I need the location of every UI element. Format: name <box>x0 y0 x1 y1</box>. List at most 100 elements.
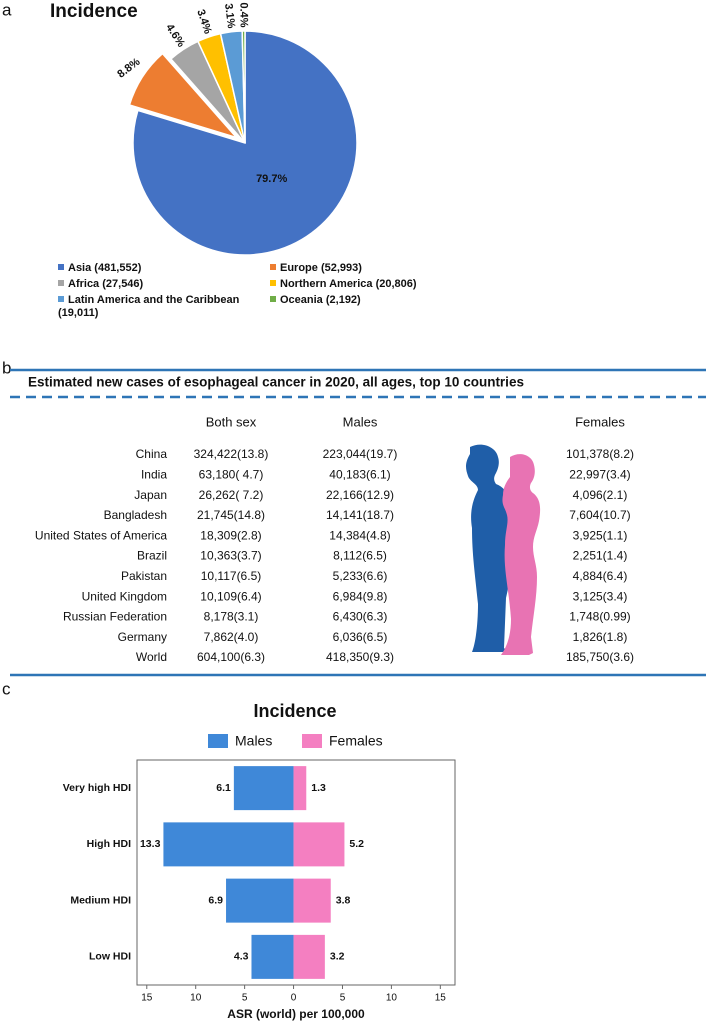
legend-entry: Oceania (2,192) <box>270 294 500 307</box>
slice-label: 8.8% <box>115 56 142 81</box>
cell: 6,430(6.3) <box>333 610 388 624</box>
plot-frame <box>136 759 456 986</box>
row-label: Germany <box>118 630 167 644</box>
row-label: World <box>136 650 167 664</box>
row-label: United Kingdom <box>82 589 167 603</box>
bar <box>293 934 325 979</box>
x-tick-label: 15 <box>141 993 153 1004</box>
cell: 6,036(6.5) <box>333 630 388 644</box>
bar <box>293 878 331 923</box>
legend-label: Africa (27,546) <box>68 278 144 290</box>
legend-entry: Northern America (20,806) <box>270 278 500 291</box>
value-label: 3.2 <box>330 951 345 963</box>
legend-swatch <box>58 296 64 302</box>
x-tick-label: 15 <box>435 993 447 1004</box>
legend-entry: Europe (52,993) <box>270 262 500 275</box>
bar <box>233 766 294 811</box>
cell: 21,745(14.8) <box>197 508 265 522</box>
cell: 7,604(10.7) <box>569 508 630 522</box>
pie-slice <box>128 52 239 140</box>
slice-label: 0.4% <box>237 2 249 27</box>
column-header: Both sex <box>206 414 257 429</box>
slice-label: 3.4% <box>194 8 213 36</box>
male-silhouette <box>466 444 512 652</box>
cell: 8,178(3.1) <box>204 610 259 624</box>
cell: 10,117(6.5) <box>201 569 262 583</box>
value-label: 1.3 <box>311 782 326 794</box>
bar-title: Incidence <box>253 701 336 721</box>
legend-swatch <box>58 280 64 286</box>
panel-label: a <box>2 0 12 19</box>
legend-label: Europe (52,993) <box>280 262 362 274</box>
panel-label: c <box>2 679 11 698</box>
cell: 3,125(3.4) <box>573 589 628 603</box>
x-tick-label: 10 <box>190 993 202 1004</box>
value-label: 3.8 <box>336 894 351 906</box>
value-label: 5.2 <box>349 838 364 850</box>
value-label: 6.9 <box>208 894 223 906</box>
legend-swatch <box>208 734 228 748</box>
slice-label: 3.1% <box>222 3 237 30</box>
bar <box>226 878 294 923</box>
y-tick-label: Low HDI <box>89 951 131 963</box>
column-header: Males <box>343 414 378 429</box>
slice-label: 79.7% <box>256 173 287 185</box>
cell: 40,183(6.1) <box>329 467 390 481</box>
row-label: Bangladesh <box>104 508 167 522</box>
table-title: Estimated new cases of esophageal cancer… <box>28 375 524 390</box>
legend-entry: Latin America and the Caribbean (19,011) <box>58 294 248 320</box>
cell: 14,141(18.7) <box>326 508 394 522</box>
cell: 10,363(3.7) <box>200 549 261 563</box>
legend-swatch <box>270 296 276 302</box>
cell: 1,748(0.99) <box>569 610 630 624</box>
row-label: India <box>141 467 167 481</box>
cell: 1,826(1.8) <box>573 630 628 644</box>
bar <box>163 822 294 867</box>
row-label: Japan <box>134 488 167 502</box>
value-label: 13.3 <box>140 838 161 850</box>
bar <box>293 822 345 867</box>
x-tick-label: 0 <box>291 993 297 1004</box>
cell: 418,350(9.3) <box>326 650 394 664</box>
cell: 3,925(1.1) <box>573 528 628 542</box>
cell: 4,096(2.1) <box>573 488 628 502</box>
cell: 10,109(6.4) <box>200 589 261 603</box>
cell: 324,422(13.8) <box>194 447 269 461</box>
bar <box>251 934 294 979</box>
cell: 2,251(1.4) <box>573 549 628 563</box>
cell: 14,384(4.8) <box>329 528 390 542</box>
silhouettes <box>466 444 541 655</box>
x-axis-label: ASR (world) per 100,000 <box>227 1007 365 1021</box>
legend-swatch <box>270 264 276 270</box>
legend-label: Northern America (20,806) <box>280 278 417 290</box>
legend-label: Males <box>235 733 272 749</box>
legend-swatch <box>58 264 64 270</box>
cell: 604,100(6.3) <box>197 650 265 664</box>
x-tick-label: 5 <box>242 993 248 1004</box>
pie-title: Incidence <box>50 1 138 22</box>
cell: 26,262( 7.2) <box>199 488 264 502</box>
legend-swatch <box>270 280 276 286</box>
legend-label: Females <box>329 733 383 749</box>
cell: 185,750(3.6) <box>566 650 634 664</box>
y-tick-label: Medium HDI <box>70 894 131 906</box>
pie-slice <box>241 30 246 144</box>
female-silhouette <box>501 454 541 655</box>
legend-entry: Asia (481,552) <box>58 262 288 275</box>
legend-label: Latin America and the Caribbean (19,011) <box>58 294 240 319</box>
y-tick-label: Very high HDI <box>63 782 131 794</box>
x-tick-label: 10 <box>386 993 398 1004</box>
cell: 101,378(8.2) <box>566 447 634 461</box>
cell: 8,112(6.5) <box>333 549 387 563</box>
y-tick-label: High HDI <box>87 838 131 850</box>
legend-label: Oceania (2,192) <box>280 294 361 306</box>
legend-entry: Africa (27,546) <box>58 278 288 291</box>
value-label: 4.3 <box>234 951 249 963</box>
cell: 223,044(19.7) <box>323 447 398 461</box>
row-label: United States of America <box>35 528 167 542</box>
cell: 22,166(12.9) <box>326 488 394 502</box>
legend-swatch <box>302 734 322 748</box>
column-header: Females <box>575 414 625 429</box>
